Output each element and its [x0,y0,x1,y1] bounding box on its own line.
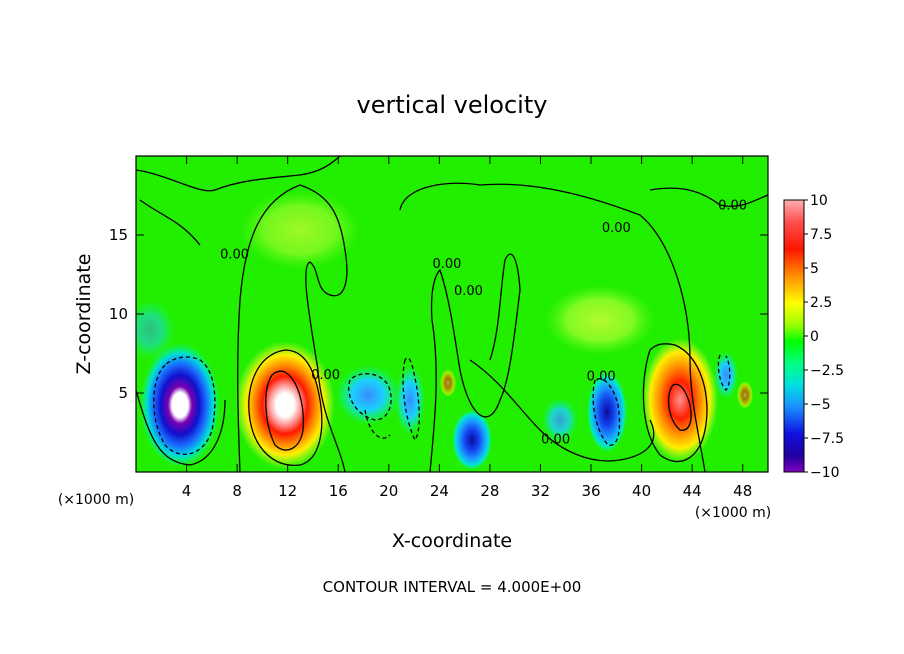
x-tick-label: 48 [733,482,752,500]
contour-zero [649,187,768,207]
contour-negative [153,356,216,455]
y-tick-label: 15 [109,226,128,244]
colorbar-label: −2.5 [810,363,844,379]
contour-zero [399,182,706,472]
colorbar-label: 5 [810,261,819,277]
x-tick-label: 20 [379,482,398,500]
x-tick-label: 36 [581,482,600,500]
upper-weak-downdraft [136,300,175,360]
downdraft-cell-21km [395,365,425,435]
updraft-cell-12km [235,341,335,469]
contour-zero [642,343,708,463]
x-unit-label: (×1000 m) [695,505,771,521]
y-tick-label: 5 [118,384,128,402]
x-axis: 4 8 12 16 20 24 28 32 36 40 44 48 [182,156,752,500]
colorbar-label: 7.5 [810,227,832,243]
contour-zero [469,359,655,462]
contour-zero [136,156,341,192]
y-tick-label: 10 [109,305,128,323]
colorbar-label: −5 [810,397,831,413]
x-tick-label: 24 [430,482,449,500]
contour-zero [136,389,226,466]
downdraft-cell-33km [542,398,578,442]
y-axis-title: Z-coordinate [73,254,95,375]
colorbar-label: −7.5 [810,431,844,447]
contour-negative [348,373,392,421]
contour-lines [136,156,768,472]
downdraft-cell-46km [714,351,738,399]
x-tick-label: 16 [329,482,348,500]
x-tick-label: 32 [531,482,550,500]
colorbar-label: −10 [810,465,840,481]
x-tick-label: 40 [632,482,651,500]
velocity-field [136,156,768,472]
colorbar-gradient [783,199,805,473]
colorbar-label: 0 [810,329,819,345]
updraft-cell-46km [737,381,753,409]
x-tick-label: 28 [480,482,499,500]
contour-zero [237,184,348,472]
contour-negative [592,378,621,446]
contour-negative [402,357,420,442]
contour-positive [248,349,323,466]
contour-labels: 0.00 0.00 0.00 0.00 0.00 0.00 0.00 0.00 [220,199,747,448]
x-axis-title: X-coordinate [392,530,512,552]
contour-label: 0.00 [220,248,249,263]
contour-label: 0.00 [602,221,631,236]
contour-label: 0.00 [541,433,570,448]
contour-zero [139,199,201,246]
y-axis: 5 10 15 [109,226,768,402]
upper-weak-updraft [545,285,655,355]
x-tick-label: 4 [182,482,192,500]
colorbar-label: 10 [810,193,828,209]
contour-positive [265,370,304,451]
downdraft-cell-4km [140,343,220,467]
contour-label: 0.00 [718,199,747,214]
z-unit-label: (×1000 m) [58,492,134,508]
contour-negative [717,354,731,391]
x-tick-label: 44 [683,482,702,500]
contour-label: 0.00 [432,257,461,272]
downdraft-cell-27km [452,410,492,470]
contour-positive [667,383,692,431]
colorbar: 10 7.5 5 2.5 0 −2.5 −5 −7.5 −10 [783,193,844,481]
x-tick-label: 8 [232,482,242,500]
contour-label: 0.00 [454,284,483,299]
contour-label: 0.00 [311,368,340,383]
colorbar-label: 2.5 [810,295,832,311]
x-tick-label: 12 [278,482,297,500]
chart-title: vertical velocity [357,91,548,119]
contour-zero [429,253,521,472]
downdraft-cell-37km [587,372,627,452]
updraft-cell-24km [440,369,456,397]
contour-interval-note: CONTOUR INTERVAL = 4.000E+00 [323,578,582,596]
downdraft-cell-18km [336,365,400,425]
upper-weak-updraft [240,190,360,270]
contour-label: 0.00 [587,369,616,384]
